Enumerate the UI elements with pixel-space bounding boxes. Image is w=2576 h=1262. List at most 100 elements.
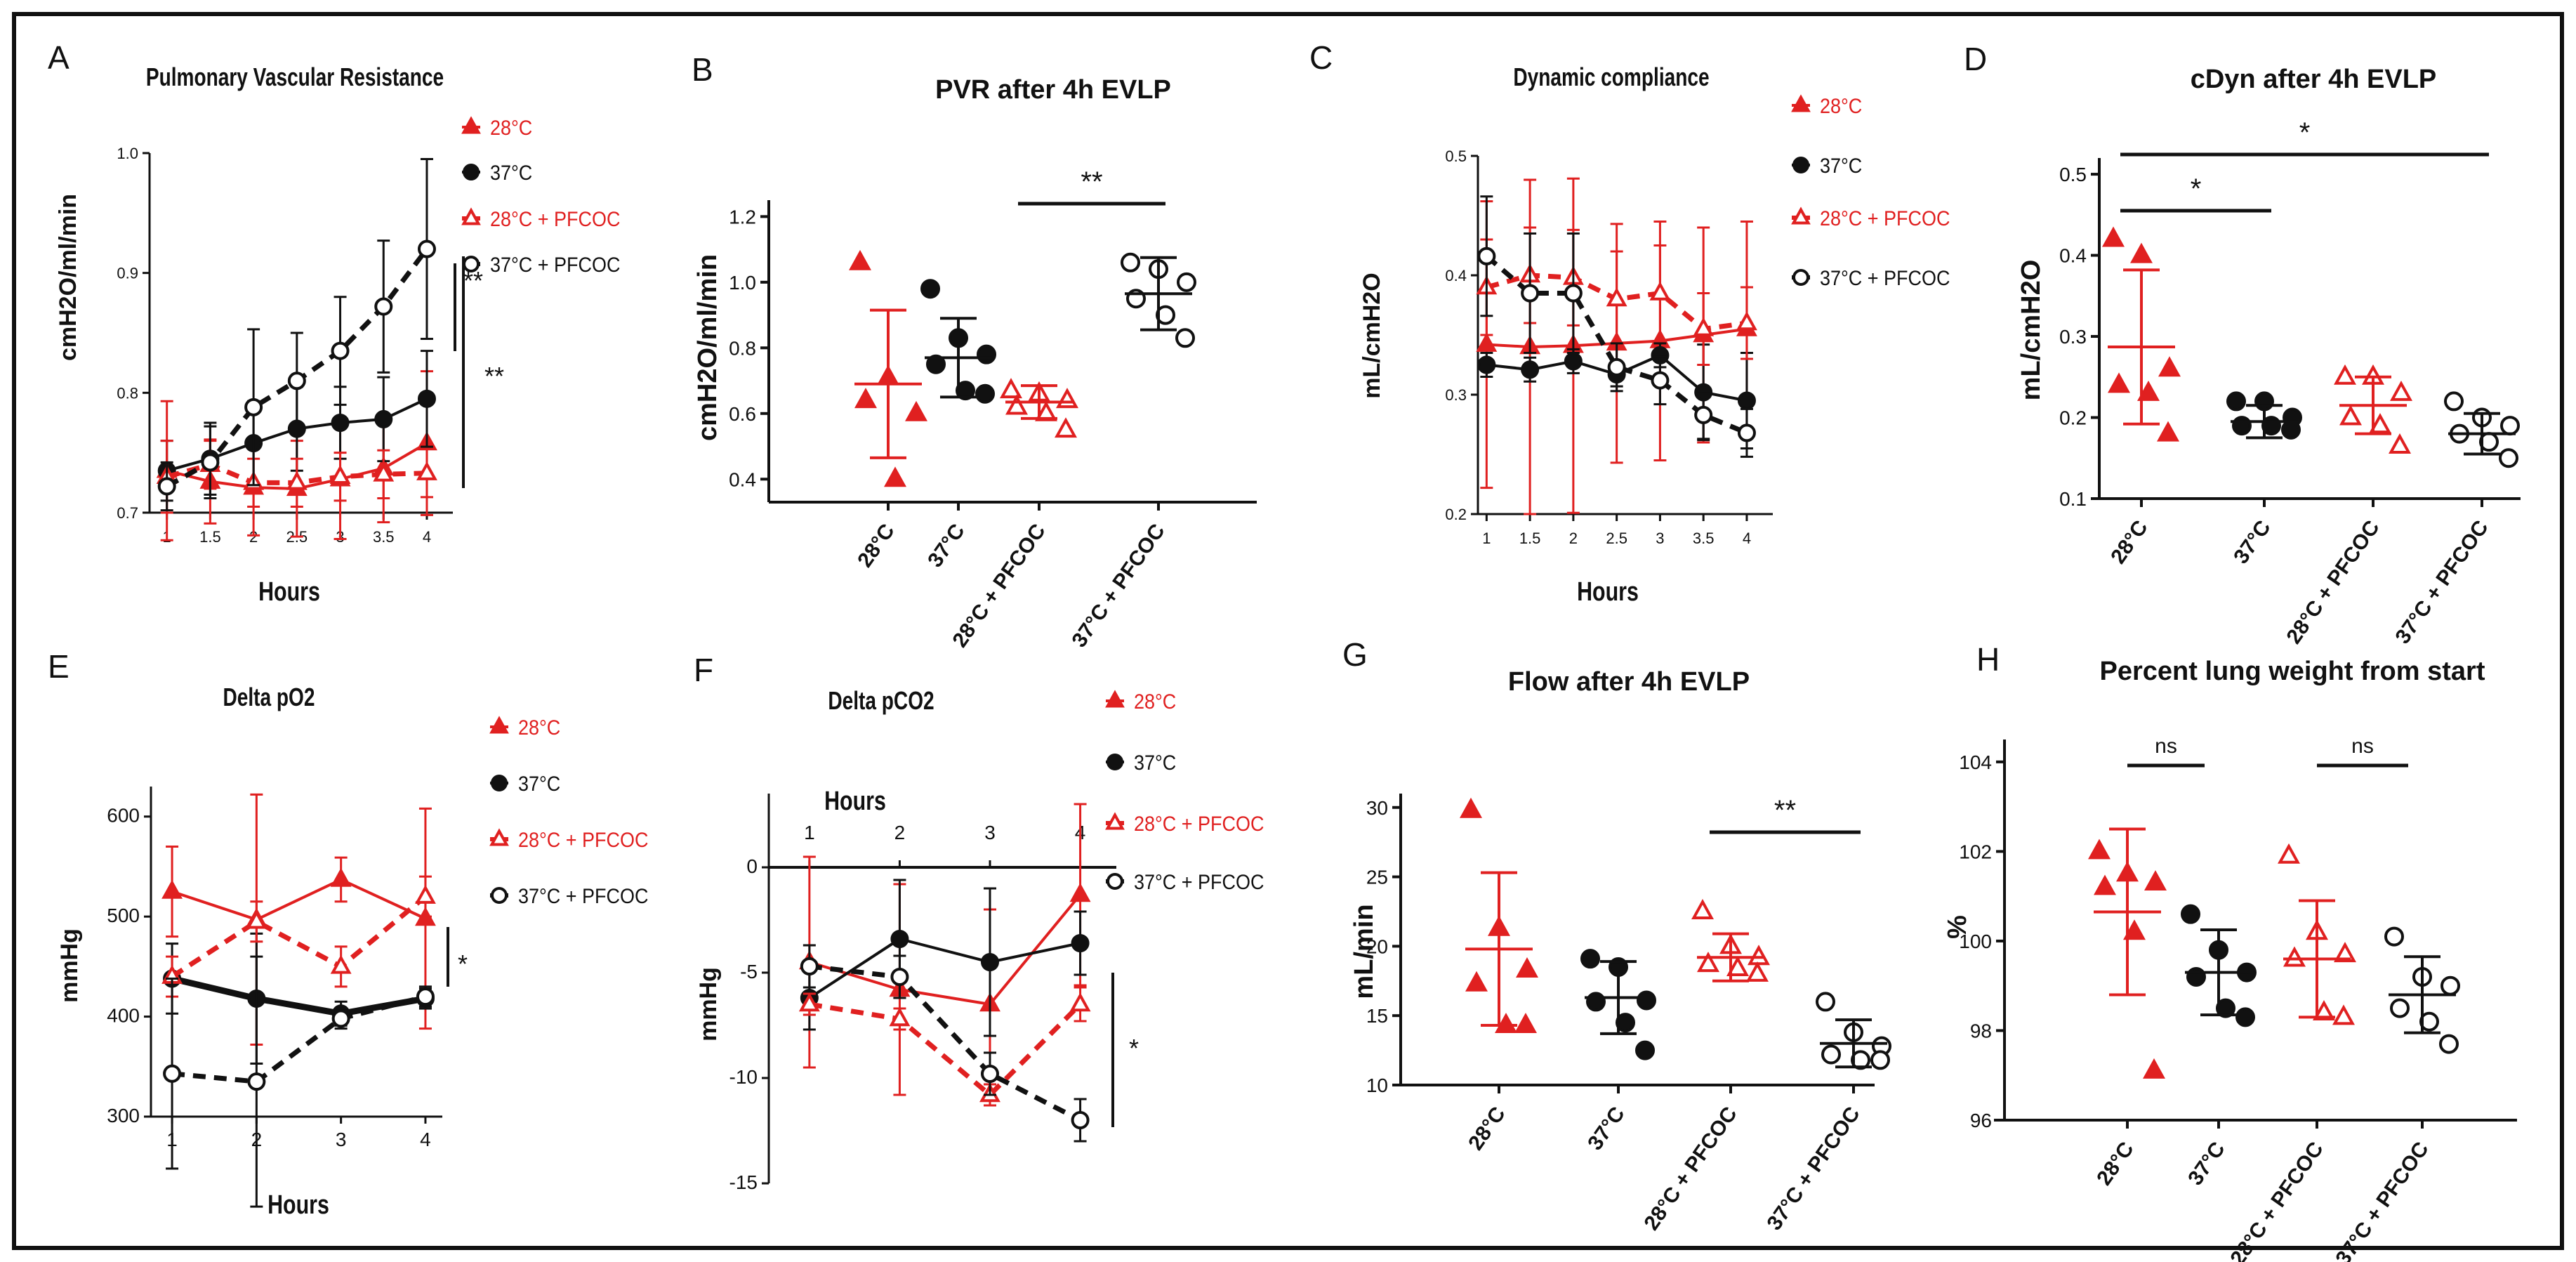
data-point	[1606, 287, 1627, 307]
x-tick-label: 1.5	[199, 528, 221, 546]
group-0	[2088, 827, 2167, 1079]
x-tick-label: 2	[249, 528, 258, 546]
y-tick-label: -10	[729, 1066, 758, 1088]
data-point	[1580, 949, 1600, 969]
x-tick-label: 3	[336, 1129, 347, 1150]
x-axis-label: Hours	[267, 1190, 329, 1220]
y-axis-label: mmHg	[56, 928, 83, 1003]
x-tick-label: 2	[894, 822, 906, 843]
data-point	[2369, 413, 2391, 434]
data-point	[1564, 352, 1583, 371]
legend-entry: 28°C	[1105, 690, 1176, 714]
series-3	[157, 158, 436, 512]
y-tick-label: 10	[1366, 1074, 1388, 1096]
data-point	[2186, 966, 2206, 987]
data-point	[2137, 380, 2160, 401]
legend-label: 28°C + PFCOC	[518, 829, 648, 853]
data-point	[373, 462, 395, 482]
series-line	[171, 878, 426, 921]
y-axis-label: mmHg	[695, 967, 722, 1041]
series-line	[809, 893, 1082, 1006]
y-tick-label: -5	[740, 961, 758, 982]
x-tick-label: 28°C	[1464, 1103, 1510, 1155]
data-point	[1495, 1013, 1517, 1034]
legend-marker	[461, 207, 481, 225]
legend-entry: 37°C + PFCOC	[490, 885, 648, 908]
data-point	[1586, 992, 1606, 1012]
data-point	[417, 239, 436, 258]
group-1	[2181, 904, 2257, 1027]
legend-label: 37°C	[518, 773, 560, 796]
x-tick-label: 4	[1743, 530, 1751, 547]
x-tick-label: 28°C + PFCOC	[1639, 1103, 1741, 1235]
legend-entry: 28°C + PFCOC	[489, 828, 648, 853]
data-point	[247, 1072, 266, 1091]
data-point	[2232, 416, 2252, 436]
legend-label: 28°C + PFCOC	[1820, 207, 1950, 231]
legend-entry: 37°C	[1106, 751, 1176, 775]
x-tick-label: 37°C + PFCOC	[2391, 516, 2492, 648]
group-3	[2444, 391, 2520, 468]
y-tick-label: 0.4	[1445, 267, 1467, 284]
data-point	[1637, 990, 1656, 1011]
data-point	[890, 968, 909, 986]
x-tick-label: 1	[1482, 530, 1491, 547]
significance-label: **	[484, 362, 504, 390]
panel-letter: C	[1309, 39, 1333, 76]
x-tick-label: 28°C	[853, 520, 899, 572]
x-tick-label: 3	[1656, 530, 1664, 547]
x-tick-label: 37°C + PFCOC	[1762, 1103, 1864, 1235]
x-tick-label: 37°C + PFCOC	[2331, 1138, 2433, 1262]
panel-letter: G	[1342, 636, 1368, 673]
panel-letter: B	[692, 51, 713, 88]
group-0	[1460, 797, 1538, 1034]
data-point	[2334, 942, 2356, 963]
panel-G: G Flow after 4h EVLP mL/min 10 15 20 25 30 28°C 3…	[1342, 636, 1891, 1235]
data-point	[201, 453, 220, 472]
data-point	[2130, 242, 2153, 263]
legend-label: 28°C	[490, 117, 532, 140]
data-point	[1460, 797, 1482, 818]
x-axis-label: Hours	[258, 577, 320, 607]
legend-label: 37°C	[1134, 751, 1176, 775]
data-point	[2158, 356, 2181, 377]
data-point	[415, 884, 436, 904]
data-point	[854, 388, 877, 409]
data-point	[975, 383, 995, 404]
legend-marker	[1105, 812, 1125, 830]
data-point	[2281, 419, 2301, 440]
legend-label: 28°C	[518, 716, 560, 740]
y-tick-label: 15	[1366, 1005, 1388, 1027]
legend-label: 28°C + PFCOC	[1134, 813, 1264, 836]
group-0	[849, 249, 927, 487]
legend-marker	[461, 116, 481, 134]
data-point	[2094, 874, 2116, 895]
panel-letter: F	[694, 652, 713, 688]
data-point	[374, 297, 393, 316]
data-point	[2143, 1058, 2165, 1079]
panel-title: cDyn after 4h EVLP	[2191, 65, 2437, 94]
data-point	[416, 987, 435, 1006]
data-point	[287, 372, 306, 390]
data-point	[2102, 226, 2125, 247]
y-tick-label: 600	[107, 805, 140, 827]
y-tick-label: 96	[1970, 1110, 1992, 1131]
x-tick-label: 28°C	[2106, 516, 2152, 568]
data-point	[2389, 433, 2411, 454]
significance-label: **	[463, 266, 483, 295]
data-point	[2123, 919, 2146, 940]
data-point	[1005, 394, 1028, 415]
series-1	[163, 932, 435, 1065]
data-point	[1697, 952, 1719, 973]
data-point	[1816, 992, 1835, 1012]
data-point	[2144, 870, 2167, 891]
data-point	[330, 867, 352, 887]
x-tick-label: 37°C	[1583, 1103, 1629, 1155]
legend-entry: 28°C + PFCOC	[1105, 812, 1264, 836]
legend-marker	[1791, 206, 1811, 225]
legend-entry: 28°C + PFCOC	[461, 207, 620, 231]
x-tick-label: 28°C + PFCOC	[2282, 516, 2384, 648]
data-point	[286, 471, 308, 490]
data-point	[417, 389, 436, 408]
